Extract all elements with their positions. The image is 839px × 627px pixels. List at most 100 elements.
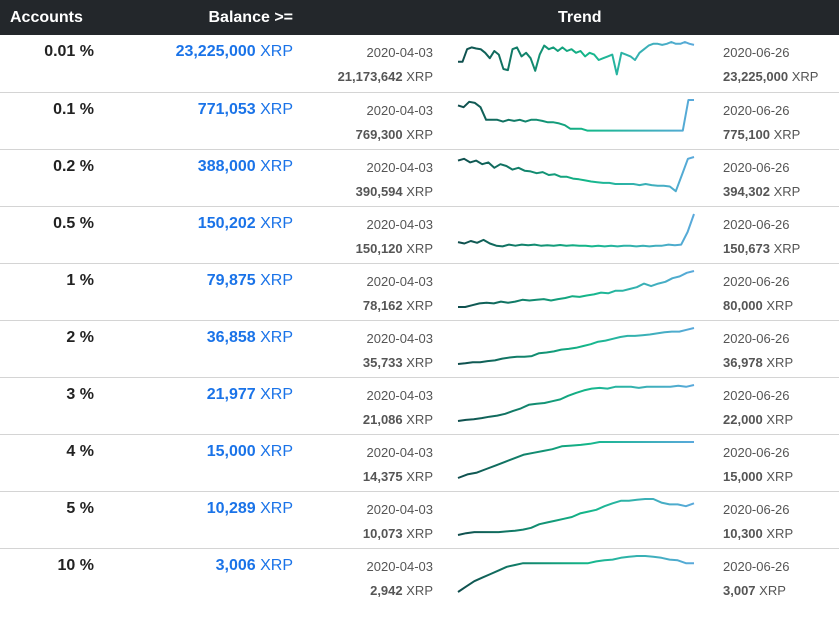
table-header: Accounts Balance >= Trend	[0, 0, 839, 35]
start-block: 2020-04-03 769,300 XRP	[300, 103, 433, 142]
table-row: 5 % 10,289 XRP 2020-04-03 10,073 XRP 202…	[0, 491, 839, 548]
start-block: 2020-04-03 10,073 XRP	[300, 502, 433, 541]
start-value: 2,942	[370, 582, 403, 598]
row-cell: 0.5 % 150,202 XRP 2020-04-03 150,120 XRP…	[0, 206, 839, 263]
trend-line	[457, 155, 695, 192]
start-date: 2020-04-03	[366, 216, 434, 232]
balance-unit: XRP	[260, 214, 293, 232]
row-cell: 5 % 10,289 XRP 2020-04-03 10,073 XRP 202…	[0, 491, 839, 548]
balance-threshold-link[interactable]: 21,977 XRP	[207, 386, 293, 404]
end-value: 150,673	[723, 240, 770, 256]
start-date: 2020-04-03	[366, 444, 434, 460]
table-row: 1 % 79,875 XRP 2020-04-03 78,162 XRP 202…	[0, 263, 839, 320]
start-unit: XRP	[406, 183, 433, 199]
start-value: 150,120	[355, 240, 403, 256]
start-block: 2020-04-03 35,733 XRP	[300, 331, 433, 370]
end-amount: 15,000 XRP	[723, 469, 836, 484]
end-block: 2020-06-26 10,300 XRP	[723, 502, 836, 541]
end-block: 2020-06-26 775,100 XRP	[723, 103, 836, 142]
start-amount: 78,162 XRP	[300, 298, 433, 313]
trend-sparkline	[457, 440, 694, 479]
end-block: 2020-06-26 3,007 XRP	[723, 559, 836, 598]
trend-line	[457, 213, 695, 247]
end-date: 2020-06-26	[723, 387, 790, 403]
start-amount: 35,733 XRP	[300, 355, 433, 370]
accounts-percent: 5 %	[66, 499, 94, 517]
balance-unit: XRP	[260, 385, 293, 403]
start-unit: XRP	[406, 69, 433, 84]
end-unit: XRP	[766, 525, 794, 541]
start-unit: XRP	[406, 525, 433, 541]
start-value: 21,173,642	[337, 69, 403, 84]
balance-threshold-link[interactable]: 388,000 XRP	[198, 158, 293, 176]
start-amount: 150,120 XRP	[300, 241, 433, 256]
end-amount: 10,300 XRP	[723, 526, 836, 541]
table-row: 3 % 21,977 XRP 2020-04-03 21,086 XRP 202…	[0, 377, 839, 434]
end-date: 2020-06-26	[723, 444, 790, 460]
end-amount: 150,673 XRP	[723, 241, 836, 256]
end-block: 2020-06-26 36,978 XRP	[723, 331, 836, 370]
end-date: 2020-06-26	[723, 273, 790, 289]
balance-value: 36,858	[206, 328, 256, 346]
end-unit: XRP	[766, 354, 794, 370]
table-row: 4 % 15,000 XRP 2020-04-03 14,375 XRP 202…	[0, 434, 839, 491]
balance-value: 10,289	[206, 499, 256, 517]
end-date: 2020-06-26	[723, 501, 790, 517]
balance-threshold-link[interactable]: 10,289 XRP	[207, 500, 293, 518]
header-accounts[interactable]: Accounts	[10, 9, 83, 26]
end-date: 2020-06-26	[723, 330, 790, 346]
balance-threshold-link[interactable]: 771,053 XRP	[198, 101, 293, 119]
balance-threshold-link[interactable]: 79,875 XRP	[207, 272, 293, 290]
trend-line	[457, 440, 694, 479]
end-amount: 394,302 XRP	[723, 184, 836, 199]
end-block: 2020-06-26 150,673 XRP	[723, 217, 836, 256]
end-value: 80,000	[723, 297, 763, 313]
accounts-percent: 2 %	[66, 328, 94, 346]
balance-value: 79,875	[206, 271, 256, 289]
end-unit: XRP	[773, 126, 801, 142]
row-cell: 10 % 3,006 XRP 2020-04-03 2,942 XRP 2020…	[0, 548, 839, 605]
accounts-percent: 0.5 %	[53, 214, 94, 232]
start-block: 2020-04-03 14,375 XRP	[300, 445, 433, 484]
end-date: 2020-06-26	[723, 159, 790, 175]
end-amount: 36,978 XRP	[723, 355, 836, 370]
balance-threshold-link[interactable]: 23,225,000 XRP	[176, 43, 293, 61]
table-row: 0.2 % 388,000 XRP 2020-04-03 390,594 XRP…	[0, 149, 839, 206]
start-date: 2020-04-03	[366, 330, 434, 346]
balance-threshold-link[interactable]: 150,202 XRP	[198, 215, 293, 233]
start-value: 390,594	[355, 183, 403, 199]
end-date: 2020-06-26	[723, 45, 790, 60]
trend-sparkline	[458, 41, 695, 76]
row-cell: 0.2 % 388,000 XRP 2020-04-03 390,594 XRP…	[0, 149, 839, 206]
end-value: 3,007	[723, 582, 756, 598]
table-row: 0.1 % 771,053 XRP 2020-04-03 769,300 XRP…	[0, 92, 839, 149]
start-amount: 21,173,642 XRP	[300, 69, 433, 84]
start-value: 21,086	[362, 411, 403, 427]
balance-threshold-link[interactable]: 36,858 XRP	[207, 329, 293, 347]
start-block: 2020-04-03 390,594 XRP	[300, 160, 433, 199]
balance-unit: XRP	[260, 271, 293, 289]
trend-sparkline	[457, 497, 695, 536]
accounts-percent: 0.2 %	[53, 157, 94, 175]
row-cell: 1 % 79,875 XRP 2020-04-03 78,162 XRP 202…	[0, 263, 839, 320]
accounts-percent: 1 %	[66, 271, 94, 289]
end-block: 2020-06-26 80,000 XRP	[723, 274, 836, 313]
end-value: 10,300	[723, 525, 763, 541]
balance-value: 21,977	[206, 385, 256, 403]
balance-unit: XRP	[260, 157, 293, 175]
start-block: 2020-04-03 21,173,642 XRP	[300, 45, 433, 84]
accounts-percent: 3 %	[66, 385, 94, 403]
trend-line	[457, 98, 694, 132]
balance-value: 15,000	[206, 442, 256, 460]
trend-line	[457, 326, 695, 365]
start-date: 2020-04-03	[366, 159, 434, 175]
start-unit: XRP	[406, 582, 433, 598]
balance-threshold-link[interactable]: 15,000 XRP	[207, 443, 293, 461]
end-block: 2020-06-26 23,225,000 XRP	[723, 45, 836, 84]
start-date: 2020-04-03	[366, 558, 434, 574]
balance-threshold-link[interactable]: 3,006 XRP	[216, 557, 293, 575]
header-balance[interactable]: Balance >=	[208, 9, 294, 26]
start-unit: XRP	[406, 468, 433, 484]
header-row-cells: Accounts Balance >= Trend	[0, 0, 839, 35]
trend-line	[458, 269, 695, 308]
